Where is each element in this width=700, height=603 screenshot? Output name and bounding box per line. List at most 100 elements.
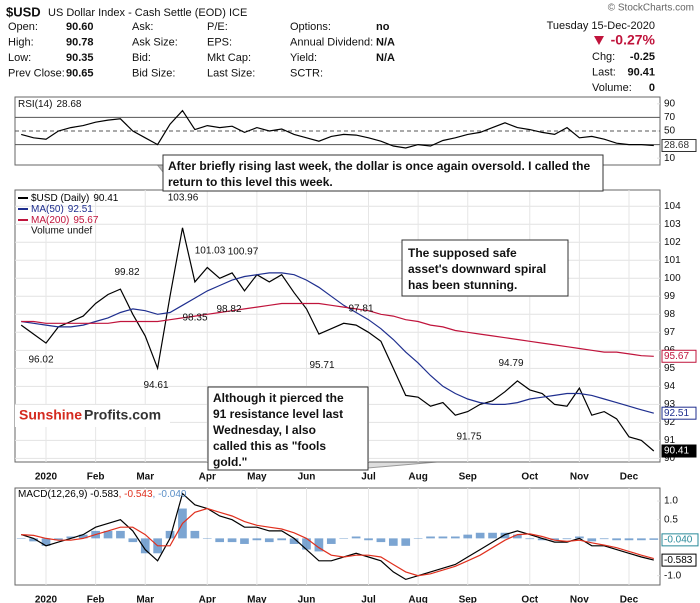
legend-part: MACD(12,26,9) -0.583	[18, 489, 119, 500]
legend-entry: MA(50) 92.51	[31, 204, 93, 215]
peak-label: 94.79	[498, 358, 523, 369]
quote-value: -0.25	[630, 51, 655, 63]
quote-label: Chg:	[592, 51, 615, 63]
y-tick-label: 102	[664, 237, 681, 248]
stat-value: no	[376, 21, 390, 33]
histogram-bar	[575, 536, 584, 539]
histogram-bar	[289, 538, 299, 544]
logo-profits: Profits.com	[84, 407, 161, 423]
stat-value: N/A	[376, 52, 395, 64]
y-tick-label: 1.0	[664, 496, 678, 507]
histogram-bar	[525, 538, 535, 540]
stat-label: Last Size:	[207, 67, 255, 79]
value-tag: -0.583	[661, 553, 697, 567]
copyright: © StockCharts.com	[608, 3, 694, 14]
histogram-bar	[277, 538, 287, 541]
histogram-bar	[537, 538, 547, 541]
value-tag: 92.51	[661, 406, 697, 420]
x-tick-label: Aug	[408, 595, 427, 603]
panels: 909192939495969798991001011021031042020F…	[14, 96, 699, 603]
stat-label: Annual Dividend:	[290, 36, 373, 48]
x-tick-label: Feb	[87, 595, 105, 603]
peak-label: 91.75	[456, 432, 481, 443]
quote-value: 90.41	[627, 66, 655, 78]
legend-part: , -0.040	[153, 489, 187, 500]
histogram-bar	[413, 538, 423, 539]
peak-label: 97.81	[348, 303, 373, 314]
histogram-bar	[54, 538, 63, 541]
x-tick-label: Mar	[136, 595, 154, 603]
histogram-bar	[252, 538, 262, 541]
quote-value: 0	[649, 82, 655, 94]
y-tick-label: 0.5	[664, 514, 678, 525]
y-tick-label: 91	[664, 435, 676, 446]
x-tick-label: Apr	[199, 595, 216, 603]
y-tick-label: 10	[664, 153, 676, 164]
x-tick-label: Sep	[459, 472, 477, 483]
stat-label: Bid:	[132, 52, 151, 64]
histogram-bar	[599, 538, 609, 540]
stats: Open: 90.60 Ask: P/E: Options: no High: 90.78 As…	[8, 21, 655, 94]
annotations: After briefly rising last week, the doll…	[168, 159, 590, 469]
histogram-bar	[202, 538, 212, 539]
callout-box	[401, 239, 569, 297]
peak-label: 98.35	[182, 313, 207, 324]
legend-name: RSI(14)	[18, 99, 52, 110]
annotation-line: called this as "fools	[213, 439, 326, 453]
x-tick-label: Jun	[298, 472, 316, 483]
histogram-bar	[78, 534, 88, 539]
annotation-line: gold."	[213, 455, 247, 469]
legend-name: $USD (Daily)	[31, 193, 89, 204]
y-tick-label: 90	[664, 453, 676, 464]
value-tag: 90.41	[661, 444, 697, 458]
histogram-bar	[103, 530, 113, 539]
annotation-line: has been stunning.	[408, 278, 517, 292]
callout-box	[162, 154, 604, 192]
histogram-bar	[649, 538, 659, 540]
histogram-bar	[562, 538, 572, 540]
panel-frame	[14, 487, 661, 586]
series-line	[21, 302, 654, 357]
histogram-bar	[500, 532, 510, 539]
histogram-bar	[587, 538, 597, 542]
annotation-line: 91 resistance level last	[213, 407, 343, 421]
histogram-bar	[612, 538, 621, 541]
stat-label: Low:	[8, 52, 31, 64]
y-tick-label: 93	[664, 399, 676, 410]
histogram-bar	[16, 538, 26, 539]
histogram-bar	[450, 536, 460, 539]
peak-label: 94.61	[143, 380, 168, 391]
legend-value: 90.41	[93, 193, 118, 204]
histogram-bar	[488, 532, 497, 539]
y-tick-label: 90	[664, 98, 676, 109]
histogram-bar	[165, 530, 175, 539]
histogram-bar	[128, 538, 138, 543]
x-tick-label: Aug	[408, 472, 427, 483]
legend-value: 92.51	[68, 204, 93, 215]
histogram-bar	[426, 536, 435, 539]
logo-box	[15, 405, 170, 427]
histogram-bar	[513, 534, 522, 539]
histogram-bar	[314, 538, 324, 552]
down-arrow	[594, 36, 604, 45]
series-line	[21, 492, 654, 581]
stat-label: P/E:	[207, 21, 228, 33]
annotation-line: After briefly rising last week, the doll…	[168, 159, 590, 173]
stat-label: Prev Close:	[8, 67, 65, 79]
x-tick-label: 2020	[35, 472, 58, 483]
x-tick-label: 2020	[35, 595, 58, 603]
histogram-bar	[326, 538, 336, 544]
logo-sunshine: Sunshine	[19, 407, 82, 423]
y-tick-label: 99	[664, 291, 676, 302]
quote-label: Last:	[592, 66, 616, 78]
legend-name: MA(50)	[31, 204, 64, 215]
legend-entry: MA(200) 95.67	[31, 215, 99, 226]
histogram-bar	[401, 538, 411, 546]
legend-entry: $USD (Daily) 90.41	[31, 193, 119, 204]
peak-label: 99.82	[114, 267, 139, 278]
annotation-line: The supposed safe	[408, 246, 517, 260]
date: Tuesday 15-Dec-2020	[547, 20, 655, 32]
value-tag: 95.67	[661, 349, 697, 363]
y-tick-label: 70	[664, 112, 676, 123]
